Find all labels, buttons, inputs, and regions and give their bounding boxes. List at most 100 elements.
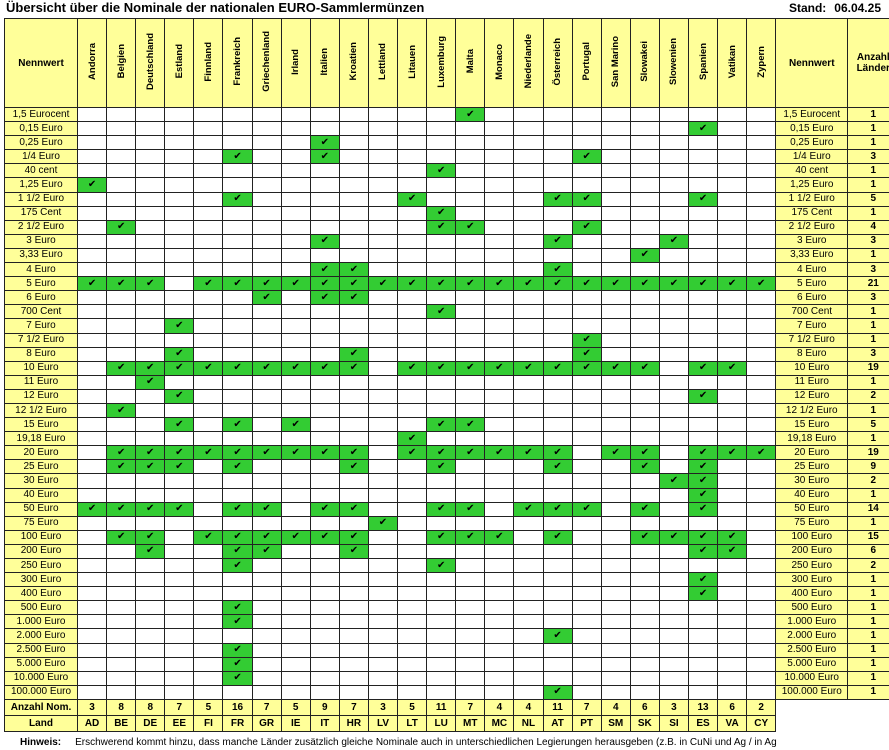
empty-cell <box>251 600 282 616</box>
check-icon: ✔ <box>262 531 271 543</box>
check-icon: ✔ <box>436 460 446 472</box>
nominal-label: 2.000 Euro <box>4 628 78 644</box>
table-row: 6 Euro ✔ ✔ ✔ 6 Euro 3 <box>4 290 889 306</box>
check-icon: ✔ <box>582 362 591 374</box>
check-cell: ✔ <box>309 360 340 376</box>
page-title: Übersicht über die Nominale der national… <box>6 0 425 15</box>
check-icon: ✔ <box>204 531 213 543</box>
check-icon: ✔ <box>553 630 562 642</box>
nominal-label: 3,33 Euro <box>4 247 78 264</box>
header-country: Österreich <box>542 18 573 108</box>
check-icon: ✔ <box>466 531 475 543</box>
empty-cell <box>629 304 660 320</box>
empty-cell <box>455 402 486 419</box>
country-code: DE <box>135 714 166 732</box>
check-icon: ✔ <box>320 291 329 303</box>
empty-cell <box>629 642 660 658</box>
empty-cell <box>484 642 515 658</box>
empty-cell <box>542 431 573 447</box>
empty-cell <box>106 135 137 151</box>
empty-cell <box>76 388 108 404</box>
empty-cell <box>746 656 777 672</box>
empty-cell <box>746 402 777 419</box>
empty-cell <box>251 586 282 602</box>
empty-cell <box>338 473 369 489</box>
empty-cell <box>397 487 428 503</box>
empty-cell <box>367 614 399 630</box>
empty-cell <box>193 219 224 235</box>
empty-cell <box>367 670 399 686</box>
empty-cell <box>426 515 457 531</box>
empty-cell <box>717 431 748 447</box>
table-row: 1,25 Euro ✔ 1,25 Euro 1 <box>4 177 889 193</box>
empty-cell <box>222 233 253 249</box>
empty-cell <box>309 473 340 489</box>
empty-cell <box>658 642 689 658</box>
empty-cell <box>687 374 719 390</box>
header-country: Slowenien <box>658 18 689 108</box>
empty-cell <box>135 106 166 123</box>
check-cell: ✔ <box>455 529 486 545</box>
empty-cell <box>746 163 777 179</box>
check-icon: ✔ <box>262 277 271 289</box>
empty-cell <box>135 431 166 447</box>
nominal-count: 5 <box>397 698 428 716</box>
check-icon: ✔ <box>582 348 591 360</box>
check-icon: ✔ <box>727 277 737 289</box>
check-cell: ✔ <box>600 445 631 461</box>
nominal-label: 700 Cent <box>4 304 78 320</box>
check-cell: ✔ <box>426 205 457 221</box>
stand-date: Stand: 06.04.25 <box>789 0 881 16</box>
empty-cell <box>658 614 689 630</box>
empty-cell <box>687 149 719 165</box>
check-icon: ✔ <box>698 531 708 543</box>
country-name: Monaco <box>493 43 505 80</box>
empty-cell <box>455 135 486 151</box>
empty-cell <box>426 402 457 419</box>
empty-cell <box>717 163 748 179</box>
check-cell: ✔ <box>135 360 166 376</box>
empty-cell <box>746 121 777 137</box>
empty-cell <box>193 543 224 560</box>
header-country: Spanien <box>687 18 719 108</box>
nominal-count: 6 <box>629 698 660 716</box>
empty-cell <box>600 219 631 235</box>
empty-cell <box>280 135 311 151</box>
check-icon: ✔ <box>349 362 359 374</box>
empty-cell <box>658 332 689 348</box>
check-icon: ✔ <box>291 446 300 458</box>
empty-cell <box>106 628 137 644</box>
empty-cell <box>484 501 515 517</box>
nominal-label-right: 12 1/2 Euro <box>775 402 849 419</box>
empty-cell <box>513 473 544 489</box>
empty-cell <box>135 177 166 193</box>
empty-cell <box>106 346 137 362</box>
empty-cell <box>338 233 369 249</box>
empty-cell <box>164 247 195 264</box>
check-cell: ✔ <box>251 445 282 461</box>
empty-cell <box>251 149 282 165</box>
empty-cell <box>484 219 515 235</box>
table-row: 0,25 Euro ✔ 0,25 Euro 1 <box>4 135 889 151</box>
nominal-label-right: 300 Euro <box>775 572 849 588</box>
empty-cell <box>746 247 777 264</box>
check-icon: ✔ <box>553 362 562 374</box>
check-icon: ✔ <box>436 305 446 317</box>
empty-cell <box>426 473 457 489</box>
check-cell: ✔ <box>397 191 428 207</box>
empty-cell <box>687 684 719 700</box>
empty-cell <box>309 332 340 348</box>
check-cell: ✔ <box>309 135 340 151</box>
empty-cell <box>484 684 515 700</box>
nominal-label-right: 19,18 Euro <box>775 431 849 447</box>
empty-cell <box>542 656 573 672</box>
empty-cell <box>513 417 544 433</box>
empty-cell <box>397 177 428 193</box>
country-count: 1 <box>847 628 889 644</box>
empty-cell <box>280 557 311 574</box>
empty-cell <box>222 586 253 602</box>
empty-cell <box>600 346 631 362</box>
footnote: Hinweis: Erschwerend kommt hinzu, dass ma… <box>20 736 777 749</box>
check-icon: ✔ <box>466 221 475 233</box>
check-icon: ✔ <box>175 362 184 374</box>
